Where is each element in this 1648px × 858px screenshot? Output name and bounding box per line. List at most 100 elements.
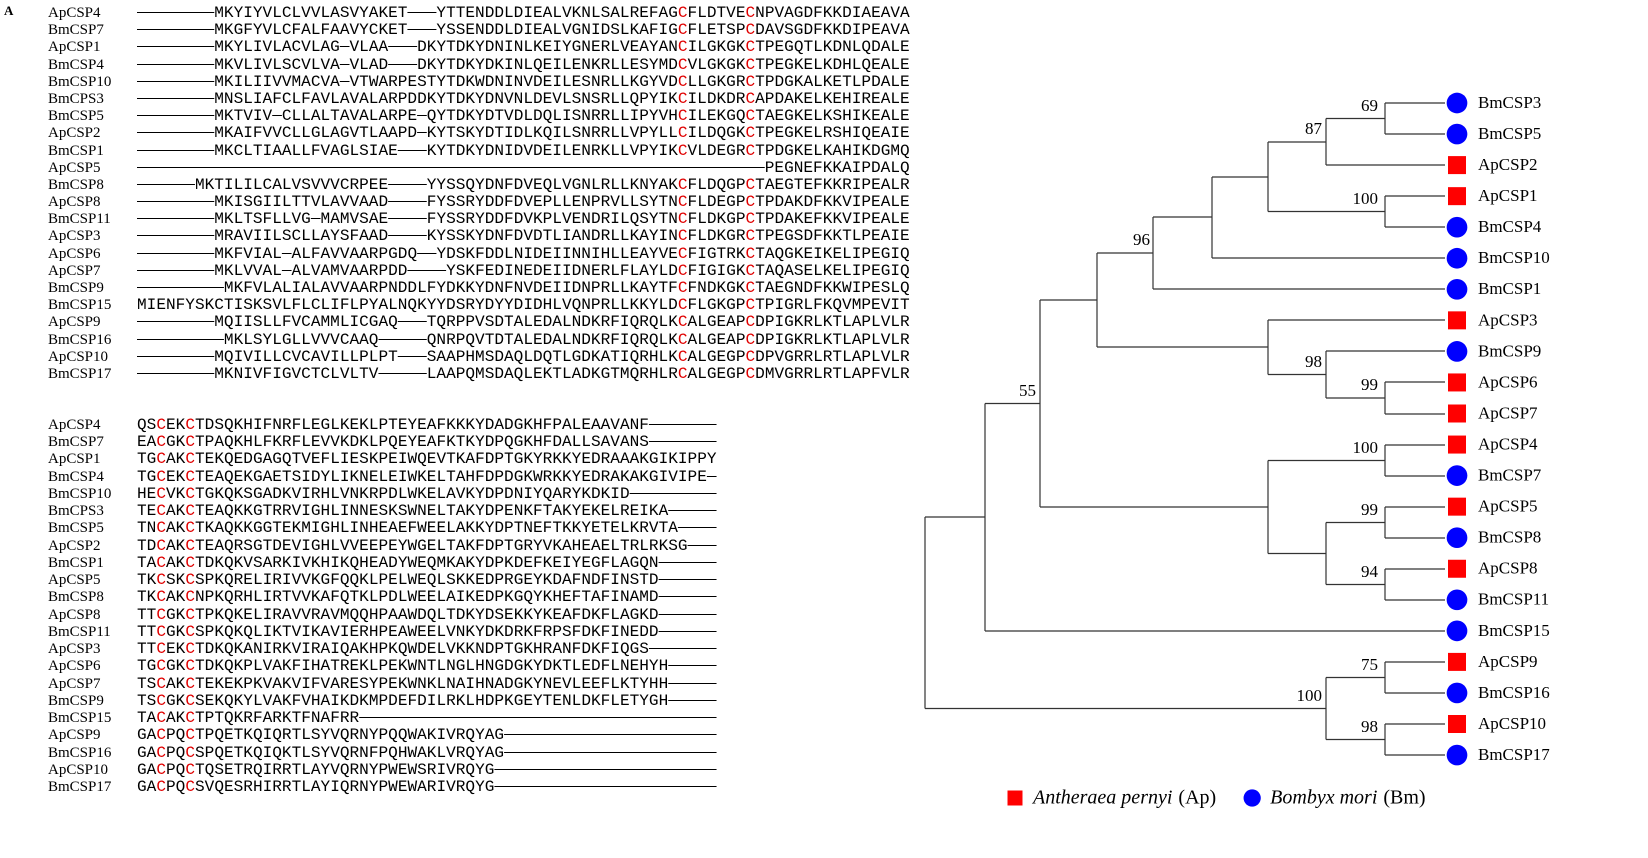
sequence: --------MKLTSFLLVG-MAMVSAE----FYSSRYDDFD… <box>214 210 910 229</box>
sequence: TGCAKCTEKQEDGAGQTVEFLIESKPEIWQEVTKAFDPTG… <box>137 450 717 469</box>
leaf-marker <box>1448 497 1466 516</box>
leaf-marker <box>1446 247 1468 269</box>
sequence: ------MKTILILCALVSVVVCRPEE----YYSSQYDNFD… <box>194 175 910 194</box>
legend-name: Antheraea pernyi <box>1031 787 1172 809</box>
sequence: TGCEKCTEAQEKGAETSIDYLIKNELEIWKELTAHFDPDG… <box>137 467 707 486</box>
sequence-name: BmCSP17 <box>48 365 112 382</box>
sequence: TTCGKCSPKQKQLIKTVIKAVIERHPEAWEELVNKYDKDR… <box>137 622 659 641</box>
tree-branches <box>924 102 1445 756</box>
sequence-name: BmCSP11 <box>48 211 111 228</box>
sequence: EACGKCTPAQKHLFKRFLEVVKDKLPQEYEAFKTKYDPQG… <box>137 433 649 452</box>
sequence: --------MKAIFVVCLLGLAGVTLAAPD-KYTSKYDTID… <box>214 124 910 143</box>
sequence-name: BmCSP16 <box>48 331 112 348</box>
leaf-marker <box>1448 187 1466 206</box>
leaf-marker <box>1446 465 1468 486</box>
leaf-label: ApCSP4 <box>1478 434 1538 453</box>
sequence: --------MNSLIAFCLFAVLAVALARPDDKYTDKYDNVN… <box>214 89 910 108</box>
leaf-marker <box>1446 92 1468 114</box>
leaf-label: ApCSP3 <box>1478 310 1538 329</box>
panel-label: A <box>4 3 14 18</box>
bootstrap-value: 75 <box>1361 655 1378 674</box>
bootstrap-value: 55 <box>1019 381 1036 400</box>
sequence-name: BmCSP16 <box>48 744 112 761</box>
sequence: --------MKTVIV-CLLALTAVALARPE-QYTDKYDTVD… <box>214 107 910 126</box>
leaf-marker <box>1448 715 1466 733</box>
leaf-label: BmCSP7 <box>1478 466 1542 485</box>
leaf-label: ApCSP5 <box>1478 497 1538 516</box>
bootstrap-value: 94 <box>1361 562 1379 581</box>
leaf-marker <box>1448 652 1466 671</box>
leaf-marker <box>1446 341 1468 362</box>
sequence: GACPQCSVQESRHIRRTLAYIQRNYPWEWARIVRQYG---… <box>137 778 495 797</box>
leaf-label: BmCSP15 <box>1478 621 1550 640</box>
bootstrap-value: 99 <box>1361 500 1378 519</box>
bootstrap-value: 100 <box>1353 189 1379 208</box>
sequence: TGCGKCTDKQKPLVAKFIHATREKLPEKWNTLNGLHNGDG… <box>137 657 669 676</box>
sequence-name: ApCSP6 <box>48 658 101 675</box>
bootstrap-value: 96 <box>1133 230 1150 249</box>
bootstrap-value: 98 <box>1305 352 1322 371</box>
leaf-label: ApCSP10 <box>1478 714 1546 733</box>
sequence: --------MKILIIVVMACVA-VTWARPESTYTDKWDNIN… <box>214 72 910 91</box>
sequence-name: ApCSP8 <box>48 194 101 211</box>
sequence: TSCGKCSEKQKYLVAKFVHAIKDKMPDEFDILRKLHDPKG… <box>137 691 669 710</box>
sequence: --------MKISGIILTTVLAVVAAD----FYSSRYDDFD… <box>214 193 910 212</box>
sequence: MIENFYSKCTISKSVLFLCLIFLPYALNQKYYDSRYDYYD… <box>137 296 910 315</box>
sequence: --------MKNIVFIGVCTCLVLTV-----LAAPQMSDAQ… <box>214 364 910 383</box>
leaf-label: BmCSP5 <box>1478 124 1541 143</box>
sequence: --------MKYIYVLCLVVLASVYAKET---YTTENDDLD… <box>214 4 910 22</box>
sequence: TKCSKCSPKQRELIRIVVKGFQQKLPELWEQLSKKEDPRG… <box>137 571 659 590</box>
bootstrap-value: 100 <box>1353 438 1379 457</box>
leaf-marker <box>1446 744 1468 766</box>
bootstrap-value: 99 <box>1361 375 1378 394</box>
sequence-name: ApCSP7 <box>48 262 101 279</box>
sequence-name: BmCSP7 <box>48 434 104 451</box>
leaf-marker <box>1448 435 1466 454</box>
leaf-marker <box>1448 311 1466 330</box>
sequence-name: BmCSP8 <box>48 589 104 606</box>
sequence-name: ApCSP2 <box>48 537 101 554</box>
leaf-label: BmCSP4 <box>1478 217 1542 236</box>
sequence-name: ApCSP3 <box>48 641 101 658</box>
sequence-name: ApCSP8 <box>48 606 101 623</box>
leaf-marker <box>1446 527 1468 549</box>
sequence: GACPQCTQSETRQIRRTLAYVQRNYPWEWSRIVRQYG---… <box>137 760 495 779</box>
sequence-name: BmCSP5 <box>48 108 104 125</box>
leaf-marker <box>1446 216 1468 238</box>
sequence: TNCAKCTKAQKKGGTEKMIGHLINHEAEFWEELAKKYDPT… <box>137 519 678 538</box>
leaf-label: BmCSP10 <box>1478 248 1550 267</box>
bootstrap-value: 69 <box>1361 96 1378 115</box>
sequence-name: BmCSP8 <box>48 176 104 193</box>
legend-abbr: (Ap) <box>1178 787 1216 809</box>
leaf-marker <box>1446 278 1468 300</box>
sequence: --------MKCLTIAALLFVAGLSIAE---KYTDKYDNID… <box>214 141 910 160</box>
sequence-name: ApCSP5 <box>48 159 101 176</box>
leaf-label: ApCSP9 <box>1478 652 1538 671</box>
sequence-name: BmCPS3 <box>48 503 104 520</box>
sequence: --------MKGFYVLCFALFAAVYCKET---YSSENDDLD… <box>214 21 910 40</box>
sequence-name: ApCSP1 <box>48 451 101 468</box>
sequence-name: BmCSP17 <box>48 779 112 796</box>
leaf-label: ApCSP1 <box>1478 186 1538 205</box>
leaf-label: BmCSP16 <box>1478 683 1550 702</box>
sequence-name: BmCSP10 <box>48 485 112 502</box>
leaf-label: ApCSP6 <box>1478 372 1538 391</box>
sequence-name: BmCSP1 <box>48 142 104 159</box>
sequence-name: ApCSP4 <box>48 5 101 21</box>
sequence: TACAKCTDKQKVSARKIVKHIKQHEADYWEQMKAKYDPKD… <box>137 553 659 572</box>
sequence: TSCAKCTEKEKPKVAKVIFVARESYPEKWNKLNAIHNADG… <box>137 674 669 693</box>
sequence-name: BmCPS3 <box>48 90 104 107</box>
sequence-name: BmCSP7 <box>48 22 104 39</box>
sequence: --------MRAVIILSCLLAYSFAAD----KYSSKYDNFD… <box>214 227 910 246</box>
sequence: --------MQIVILLCVCAVILLPLPT---SAAPHMSDAQ… <box>214 347 910 366</box>
sequence-name: ApCSP10 <box>48 761 109 778</box>
sequence: --------MKLVVAL-ALVAMVAARPDD----YSKFEDIN… <box>214 261 910 280</box>
leaf-label: ApCSP2 <box>1478 155 1538 174</box>
leaf-label: BmCSP17 <box>1478 745 1550 764</box>
legend-abbr: (Bm) <box>1383 787 1425 809</box>
leaf-label: ApCSP7 <box>1478 403 1538 422</box>
sequence-name: BmCSP9 <box>48 280 104 297</box>
sequence-name: BmCSP1 <box>48 554 104 571</box>
sequence-name: BmCSP5 <box>48 520 104 537</box>
